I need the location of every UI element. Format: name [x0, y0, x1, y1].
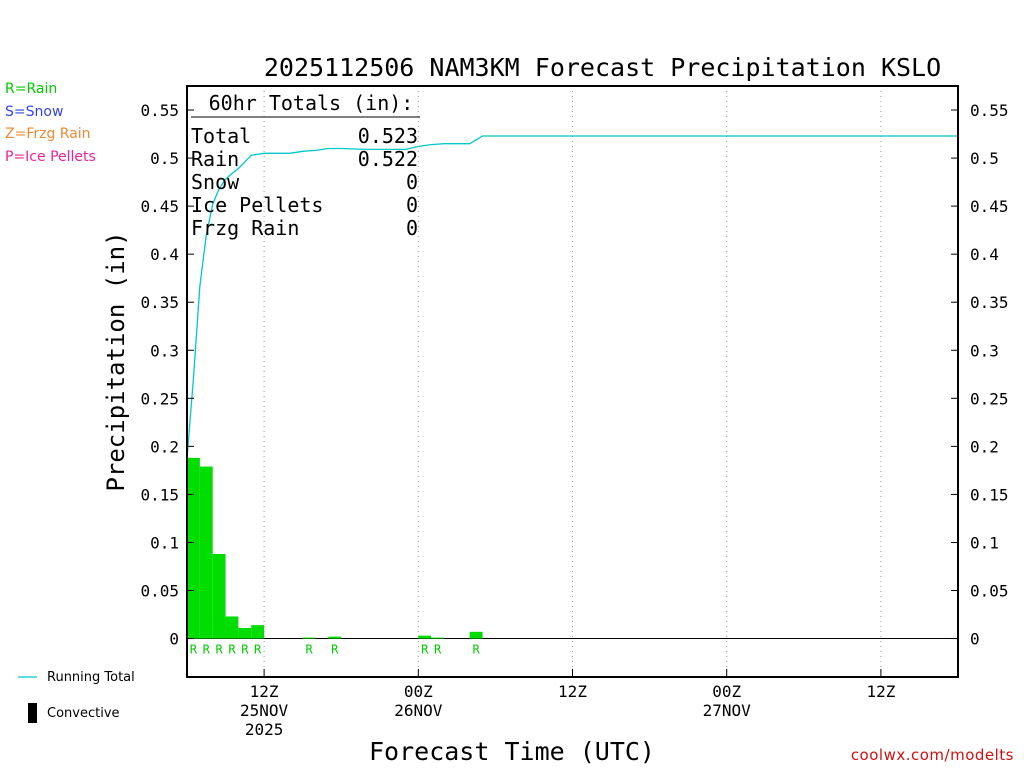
y-tick-label-right: 0.15	[970, 485, 1009, 504]
rain-bar	[431, 637, 444, 639]
x-axis-title: Forecast Time (UTC)	[369, 737, 655, 766]
running-total-swatch-icon	[18, 676, 37, 678]
legend-snow: S=Snow	[5, 104, 64, 120]
rain-bar	[212, 553, 226, 639]
x-tick-label: 2025	[245, 720, 284, 739]
y-tick-label-left: 0.5	[150, 149, 179, 168]
totals-row-label: Frzg Rain	[191, 216, 299, 240]
y-tick-label-left: 0.15	[140, 485, 179, 504]
y-tick-label-left: 0	[169, 630, 179, 649]
y-tick-label-right: 0.05	[970, 582, 1009, 601]
legend-convective: Convective	[47, 706, 120, 721]
y-tick-label-left: 0.4	[150, 245, 179, 264]
totals-row-value: 0	[406, 193, 418, 217]
y-tick-label-left: 0.45	[140, 197, 179, 216]
rain-bar	[302, 637, 316, 639]
precip-type-label: R	[203, 643, 211, 657]
y-tick-label-left: 0.05	[140, 582, 179, 601]
precip-type-label: R	[434, 643, 442, 657]
precip-type-label: R	[254, 643, 262, 657]
x-tick-label: 12Z	[866, 682, 895, 701]
y-tick-label-right: 0.2	[970, 437, 999, 456]
convective-swatch-icon	[28, 703, 37, 723]
x-tick-label: 12Z	[250, 682, 279, 701]
y-tick-label-right: 0.55	[970, 101, 1009, 120]
y-tick-label-left: 0.1	[150, 533, 179, 552]
running-total-line	[186, 135, 958, 458]
x-tick-label: 27NOV	[703, 701, 752, 720]
rain-bar	[251, 625, 265, 639]
rain-bar	[187, 457, 200, 639]
totals-row-value: 0.522	[358, 147, 418, 171]
precip-type-label: R	[241, 643, 249, 657]
x-tick-label: 00Z	[404, 682, 433, 701]
rain-bar	[238, 627, 252, 639]
y-tick-label-left: 0.3	[150, 341, 179, 360]
y-tick-label-right: 0.25	[970, 389, 1009, 408]
y-tick-label-left: 0.2	[150, 437, 179, 456]
rain-bar	[469, 631, 483, 639]
precip-type-label: R	[190, 643, 198, 657]
credit-text: coolwx.com/modelts	[850, 746, 1014, 764]
totals-row-label: Snow	[191, 170, 240, 194]
totals-header: 60hr Totals (in):	[209, 91, 414, 115]
x-tick-label: 00Z	[712, 682, 741, 701]
x-tick-label: 25NOV	[240, 701, 289, 720]
rain-bar	[225, 616, 239, 639]
rain-bar	[418, 635, 432, 639]
y-tick-label-right: 0.45	[970, 197, 1009, 216]
rain-bar	[199, 466, 213, 639]
totals-row-label: Total	[191, 124, 251, 148]
x-tick-label: 26NOV	[394, 701, 443, 720]
y-tick-label-right: 0.5	[970, 149, 999, 168]
chart-title: 2025112506 NAM3KM Forecast Precipitation…	[264, 53, 941, 82]
totals-row-label: Rain	[191, 147, 239, 171]
y-tick-label-right: 0	[970, 630, 980, 649]
y-tick-label-right: 0.4	[970, 245, 999, 264]
rain-bar	[328, 636, 342, 639]
legend-running-total: Running Total	[47, 670, 135, 685]
legend-frzg-rain: Z=Frzg Rain	[5, 126, 91, 142]
x-tick-label: 12Z	[558, 682, 587, 701]
precip-type-label: R	[228, 643, 236, 657]
totals-row-label: Ice Pellets	[191, 193, 323, 217]
totals-row-value: 0	[406, 170, 418, 194]
y-tick-label-left: 0.35	[140, 293, 179, 312]
precip-type-label: R	[473, 643, 481, 657]
precip-type-label: R	[331, 643, 339, 657]
y-tick-label-left: 0.25	[140, 389, 179, 408]
y-tick-label-right: 0.1	[970, 533, 999, 552]
precip-type-label: R	[421, 643, 429, 657]
totals-row-value: 0.523	[358, 124, 418, 148]
legend-rain: R=Rain	[5, 81, 58, 97]
y-axis-title: Precipitation (in)	[102, 231, 130, 491]
legend-ice-pellets: P=Ice Pellets	[5, 149, 96, 165]
y-tick-label-right: 0.3	[970, 341, 999, 360]
y-tick-label-right: 0.35	[970, 293, 1009, 312]
totals-row-value: 0	[406, 216, 418, 240]
y-tick-label-left: 0.55	[140, 101, 179, 120]
precip-type-label: R	[216, 643, 224, 657]
precip-type-label: R	[305, 643, 313, 657]
